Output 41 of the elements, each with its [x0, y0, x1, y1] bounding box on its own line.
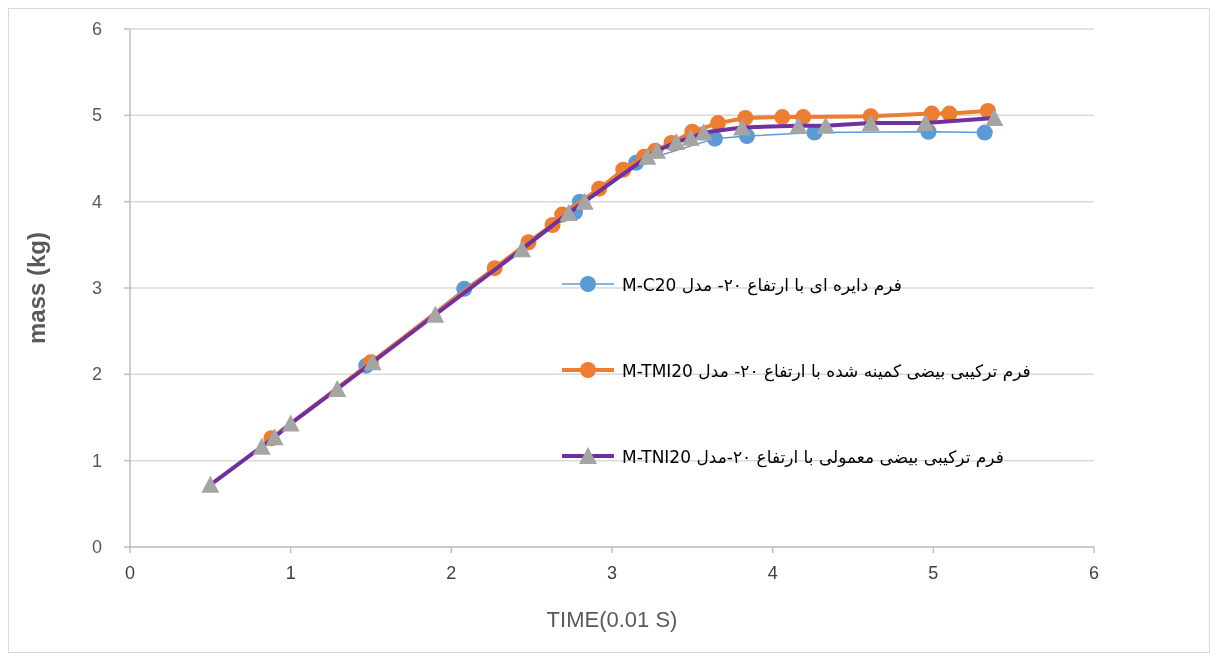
point	[816, 116, 835, 134]
point	[789, 116, 808, 134]
point	[265, 428, 284, 446]
point	[694, 123, 713, 141]
x-tick-label: 3	[606, 563, 618, 583]
point	[559, 203, 578, 221]
point	[252, 437, 271, 455]
point	[667, 133, 686, 151]
point	[426, 305, 445, 323]
y-tick-label: 3	[91, 278, 102, 298]
x-tick-label: 2	[446, 563, 457, 583]
point	[733, 118, 752, 136]
y-tick-label: 6	[91, 19, 102, 39]
x-tick-label: 0	[124, 563, 136, 583]
x-tick-label: 1	[285, 563, 296, 583]
point	[638, 147, 657, 165]
point	[281, 414, 300, 432]
x-tick-label: 6	[1088, 563, 1100, 583]
point	[710, 115, 727, 132]
point	[513, 240, 532, 258]
x-tick-label: 5	[928, 563, 939, 583]
legend-label: فرم ترکیبی بیضی معمولی با ارتفاع ۲۰-مدل M-TNI20	[622, 447, 1004, 468]
point	[976, 124, 993, 141]
y-tick-label: 0	[91, 537, 102, 557]
point	[201, 475, 220, 493]
point	[681, 128, 700, 146]
point	[575, 192, 594, 210]
point	[774, 109, 791, 126]
point	[916, 114, 935, 132]
legend-label: فرم ترکیبی بیضی کمینه شده با ارتفاع ۲۰- مدل M-TMI20	[622, 361, 1031, 382]
point	[861, 114, 880, 132]
y-tick-label: 2	[91, 364, 102, 385]
y-tick-label: 5	[91, 105, 102, 126]
y-tick-label: 1	[91, 450, 102, 471]
legend-label: فرم دایره ای با ارتفاع ۲۰- مدل M-C20	[622, 275, 902, 296]
point	[985, 108, 1004, 126]
y-axis-title: mass (kg)	[23, 231, 50, 345]
y-tick-label: 4	[91, 191, 102, 212]
x-tick-label: 4	[767, 563, 778, 583]
x-axis-title: TIME(0.01 S)	[546, 607, 678, 632]
point	[328, 380, 347, 398]
